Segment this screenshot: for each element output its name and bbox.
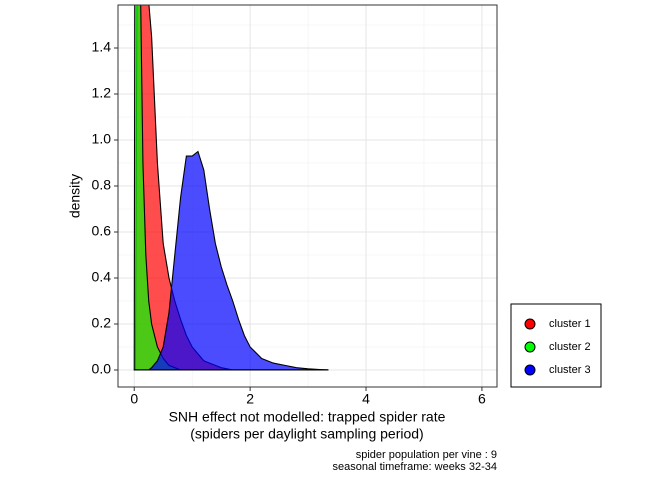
legend-label: cluster 3 [549, 364, 591, 376]
y-tick-label: 1.4 [92, 39, 112, 55]
x-tick-label: 0 [130, 391, 138, 407]
y-tick-label: 0.6 [92, 223, 112, 239]
x-axis-label: SNH effect not modelled: trapped spider … [169, 409, 446, 425]
panel-border [117, 4, 498, 388]
y-tick-label: 0.2 [92, 315, 112, 331]
x-tick-label: 6 [478, 391, 486, 407]
x-tick-label: 4 [362, 391, 370, 407]
y-tick-label: 1.0 [92, 131, 112, 147]
y-tick-label: 0.8 [92, 177, 112, 193]
caption: seasonal timeframe: weeks 32-34 [333, 461, 497, 473]
legend-marker [524, 318, 536, 330]
y-tick-label: 0.4 [92, 269, 112, 285]
density-area [134, 150, 329, 371]
legend-label: cluster 2 [549, 341, 591, 353]
y-tick-label: 1.2 [92, 85, 112, 101]
caption: spider population per vine : 9 [356, 449, 497, 461]
y-axis-label: density [67, 174, 83, 218]
legend-marker [524, 341, 536, 353]
x-tick-label: 2 [246, 391, 254, 407]
x-axis-label: (spiders per daylight sampling period) [190, 426, 423, 442]
y-tick-label: 0.0 [92, 361, 112, 377]
legend-marker [524, 364, 536, 376]
legend-label: cluster 1 [549, 318, 591, 330]
